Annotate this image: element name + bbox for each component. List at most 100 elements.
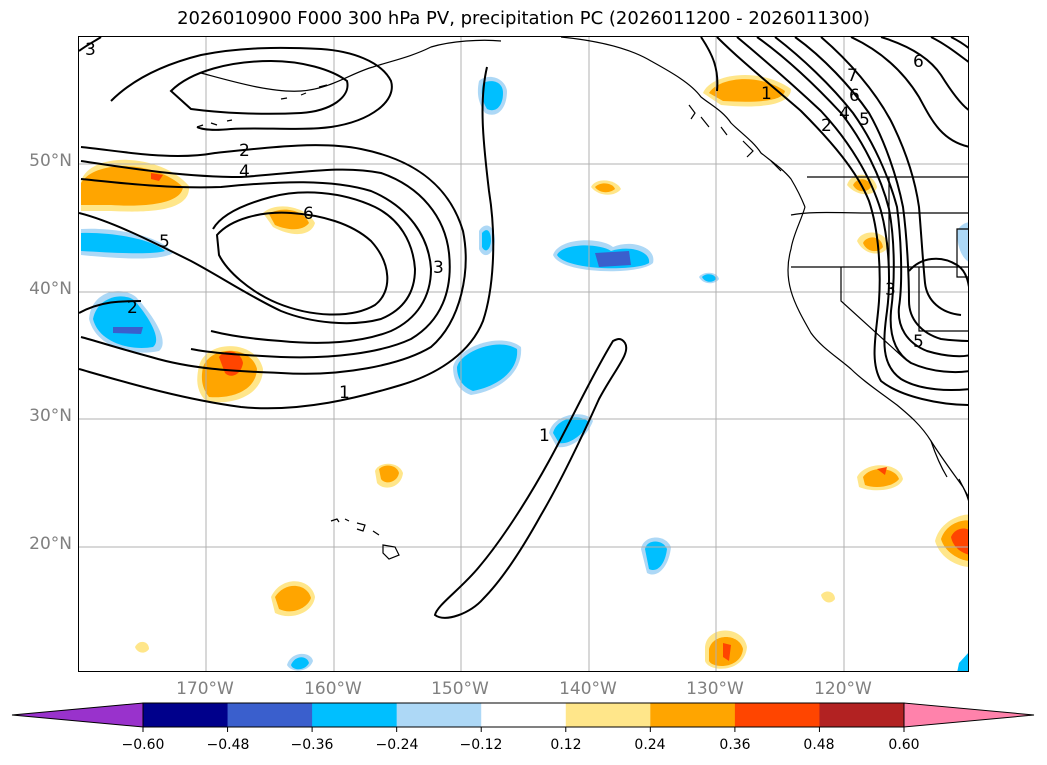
precip-negative-area xyxy=(81,232,165,254)
precip-positive-area xyxy=(951,528,968,555)
contour-label-6: 6 xyxy=(303,204,314,224)
precip-positive-area xyxy=(821,591,835,603)
precip-negative-area xyxy=(595,251,631,267)
pv-contour-na-1 xyxy=(700,37,719,92)
pv-contour-2-north xyxy=(110,46,393,131)
colorbar xyxy=(11,702,1035,732)
precip-shading xyxy=(81,75,968,671)
contour-label-4-na: 4 xyxy=(839,104,850,124)
precip-positive-area xyxy=(379,465,399,483)
precip-negative-area xyxy=(93,296,157,348)
pv-contour-na-ne2 xyxy=(880,37,968,111)
colorbar-extend-left xyxy=(11,702,144,728)
colorbar-segment xyxy=(565,703,651,727)
map-title: 2026010900 F000 300 hPa PV, precipitatio… xyxy=(177,8,870,29)
colorbar-tickmarks xyxy=(142,727,905,732)
colorbar-tick-label: −0.48 xyxy=(206,737,250,753)
contour-label-3-center: 3 xyxy=(433,258,444,278)
pv-contours xyxy=(79,37,968,619)
pv-contour-na-3 xyxy=(736,37,968,391)
colorbar-segment xyxy=(143,703,229,727)
contour-label-2-north: 2 xyxy=(239,141,250,161)
colorbar-tick-label: −0.12 xyxy=(459,737,503,753)
lat-label-50n: 50°N xyxy=(29,151,72,171)
precip-positive-area xyxy=(863,468,899,487)
colorbar-tick-label: −0.60 xyxy=(121,737,165,753)
colorbar-segment xyxy=(650,703,736,727)
alaska-panhandle-coast xyxy=(560,37,806,208)
contour-label-3-na: 3 xyxy=(885,280,896,300)
pv-contour-na-4 xyxy=(756,37,968,373)
contour-label-1-tongue: 1 xyxy=(539,426,550,446)
precip-negative-area xyxy=(957,222,968,262)
pv-contour-2 xyxy=(79,144,467,375)
precip-negative-area xyxy=(291,657,309,670)
pv-contour-na-ne1 xyxy=(850,37,968,148)
pv-contour-na-ne4 xyxy=(950,37,968,49)
pv-contour-na-2 xyxy=(716,37,968,406)
precip-positive-area xyxy=(723,643,731,661)
colorbar-segment xyxy=(312,703,398,727)
colorbar-segment xyxy=(819,703,905,727)
lon-label-120w: 120°W xyxy=(814,679,872,699)
pv-contour-5 xyxy=(79,191,417,325)
pv-contour-us xyxy=(908,257,968,288)
graticule xyxy=(79,37,968,671)
precip-positive-area xyxy=(877,467,887,475)
lat-label-20n: 20°N xyxy=(29,534,72,554)
pv-contour-4 xyxy=(80,178,433,344)
colorbar-tick-label: 0.12 xyxy=(550,737,582,753)
pv-contour-na-ne3 xyxy=(930,37,968,63)
hawaii-islands xyxy=(330,518,400,560)
pv-contour-3 xyxy=(80,160,451,359)
state-border-or-wa xyxy=(790,211,968,216)
pv-contour-6 xyxy=(215,211,389,316)
colorbar-tick-label: 0.60 xyxy=(888,737,920,753)
colorbar-tick-label: 0.36 xyxy=(719,737,751,753)
precip-positive-area xyxy=(275,585,311,612)
pv-contour-1 xyxy=(79,66,495,410)
pv-contour-na-5 xyxy=(774,37,968,358)
map-svg: 1 1 1 2 2 2 3 3 3 4 4 5 5 5 6 6 6 7 xyxy=(79,37,968,671)
lon-label-160w: 160°W xyxy=(304,679,362,699)
precip-positive-area xyxy=(151,173,163,181)
pv-contour-1-tongue xyxy=(433,338,628,619)
colorbar-extend-right xyxy=(903,702,1035,728)
contour-label-3-corner: 3 xyxy=(85,40,96,60)
us-west-coast xyxy=(787,206,968,501)
contour-label-7-na: 7 xyxy=(847,66,858,86)
colorbar-outline xyxy=(142,702,905,728)
contour-label-6-na: 6 xyxy=(849,86,860,106)
precip-negative-area xyxy=(482,230,491,251)
baja-coast xyxy=(930,440,968,498)
precip-positive-area xyxy=(595,183,615,193)
contour-labels: 1 1 1 2 2 2 3 3 3 4 4 5 5 5 6 6 6 7 xyxy=(85,40,924,446)
lon-label-150w: 150°W xyxy=(431,679,489,699)
bc-islands xyxy=(688,104,782,172)
alaska-islands xyxy=(196,84,328,128)
map-panel: 1 1 1 2 2 2 3 3 3 4 4 5 5 5 6 6 6 7 xyxy=(78,36,969,672)
contour-label-1-na: 1 xyxy=(761,84,772,104)
pv-contour-3-corner xyxy=(79,37,102,52)
pv-contour-3-north xyxy=(169,59,349,115)
alaska-coast xyxy=(200,39,502,92)
colorbar-tick-label: 0.24 xyxy=(634,737,666,753)
contour-label-2-west: 2 xyxy=(127,298,138,318)
colorbar-segment xyxy=(481,703,567,727)
colorbar-segment xyxy=(734,703,820,727)
precip-negative-area xyxy=(113,327,143,334)
colorbar-tick-label: −0.36 xyxy=(290,737,334,753)
lat-label-40n: 40°N xyxy=(29,279,72,299)
precip-positive-area xyxy=(135,641,149,653)
precip-negative-area xyxy=(702,274,716,282)
precip-negative-area xyxy=(457,344,518,391)
great-lakes-box xyxy=(956,228,968,278)
precip-negative-area xyxy=(645,541,667,571)
lon-label-170w: 170°W xyxy=(176,679,234,699)
contour-label-5-na: 5 xyxy=(859,110,870,130)
colorbar-tick-label: −0.24 xyxy=(375,737,419,753)
colorbar-segments xyxy=(11,702,1035,728)
coastlines xyxy=(196,37,968,560)
precip-positive-area xyxy=(709,79,785,102)
contour-label-4: 4 xyxy=(239,162,250,182)
